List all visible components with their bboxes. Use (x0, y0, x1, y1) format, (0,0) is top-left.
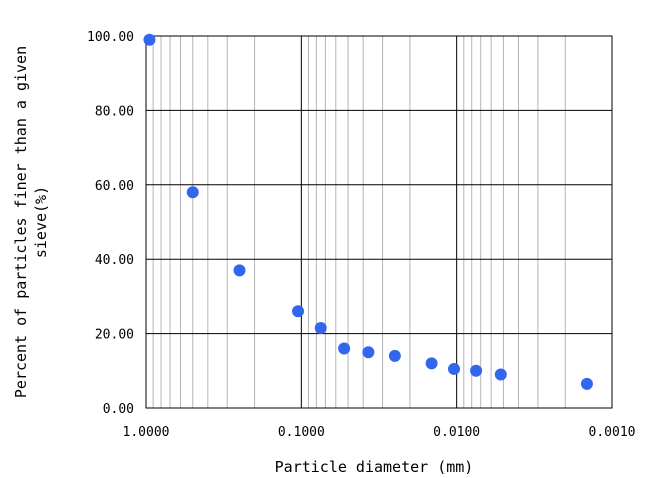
y-tick-label: 80.00 (95, 104, 134, 119)
data-point (362, 346, 375, 359)
data-point (233, 264, 246, 277)
data-point (425, 357, 438, 370)
data-point (186, 186, 199, 199)
x-axis-label: Particle diameter (mm) (275, 458, 474, 476)
y-tick-label: 60.00 (95, 179, 134, 194)
y-tick-label: 0.00 (103, 402, 134, 417)
y-axis-tick-labels: 0.00 20.00 40.00 60.00 80.00 100.00 (87, 30, 134, 417)
data-point (448, 362, 461, 375)
y-axis-label: Percent of particles finer than a given … (12, 46, 50, 398)
x-tick-label: 1.0000 (123, 425, 170, 440)
y-axis-label-line-2: sieve(%) (32, 186, 50, 258)
data-point (470, 364, 483, 377)
y-tick-label: 100.00 (87, 30, 134, 45)
x-tick-label: 0.0010 (589, 425, 636, 440)
y-tick-label: 20.00 (95, 328, 134, 343)
x-tick-label: 0.1000 (278, 425, 325, 440)
x-axis-tick-labels: 1.0000 0.1000 0.0100 0.0010 (123, 425, 636, 440)
data-point (314, 322, 327, 335)
data-point (143, 33, 156, 46)
data-point (338, 342, 351, 355)
data-point (292, 305, 305, 318)
data-points (143, 33, 593, 390)
data-point (388, 349, 401, 362)
grid (146, 35, 613, 409)
x-tick-label: 0.0100 (433, 425, 480, 440)
y-axis-label-line-1: Percent of particles finer than a given (12, 46, 30, 398)
y-tick-label: 40.00 (95, 253, 134, 268)
data-point (494, 368, 507, 381)
plot-frame (145, 35, 613, 409)
data-point (580, 377, 593, 390)
